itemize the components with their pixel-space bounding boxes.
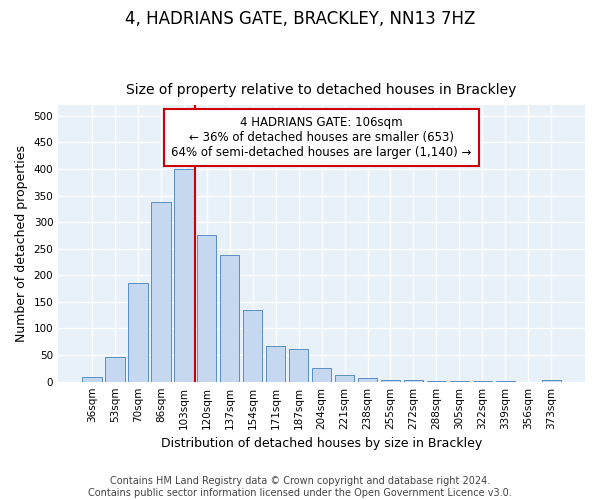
Bar <box>151 202 170 382</box>
Bar <box>312 368 331 382</box>
Y-axis label: Number of detached properties: Number of detached properties <box>15 145 28 342</box>
Bar <box>381 380 400 382</box>
Bar <box>197 236 217 382</box>
Bar <box>542 380 561 382</box>
Bar <box>335 376 355 382</box>
Bar <box>496 381 515 382</box>
Bar <box>220 255 239 382</box>
Bar <box>128 284 148 382</box>
Bar <box>449 381 469 382</box>
Bar <box>427 380 446 382</box>
X-axis label: Distribution of detached houses by size in Brackley: Distribution of detached houses by size … <box>161 437 482 450</box>
Bar <box>289 348 308 382</box>
Bar <box>105 357 125 382</box>
Text: 4 HADRIANS GATE: 106sqm
← 36% of detached houses are smaller (653)
64% of semi-d: 4 HADRIANS GATE: 106sqm ← 36% of detache… <box>172 116 472 159</box>
Bar <box>473 381 492 382</box>
Bar <box>266 346 286 382</box>
Bar <box>174 169 194 382</box>
Text: Contains HM Land Registry data © Crown copyright and database right 2024.
Contai: Contains HM Land Registry data © Crown c… <box>88 476 512 498</box>
Bar <box>404 380 423 382</box>
Title: Size of property relative to detached houses in Brackley: Size of property relative to detached ho… <box>127 83 517 97</box>
Bar <box>358 378 377 382</box>
Bar <box>243 310 262 382</box>
Bar <box>82 378 101 382</box>
Text: 4, HADRIANS GATE, BRACKLEY, NN13 7HZ: 4, HADRIANS GATE, BRACKLEY, NN13 7HZ <box>125 10 475 28</box>
